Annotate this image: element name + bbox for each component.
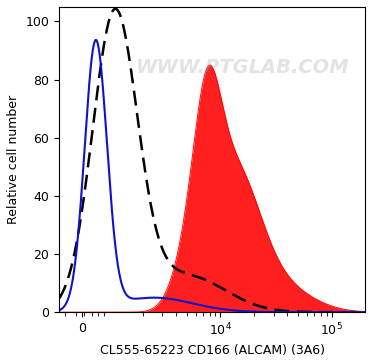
X-axis label: CL555-65223 CD166 (ALCAM) (3A6): CL555-65223 CD166 (ALCAM) (3A6) [100,344,325,357]
Text: WWW.PTGLAB.COM: WWW.PTGLAB.COM [136,59,349,78]
Y-axis label: Relative cell number: Relative cell number [7,95,20,224]
